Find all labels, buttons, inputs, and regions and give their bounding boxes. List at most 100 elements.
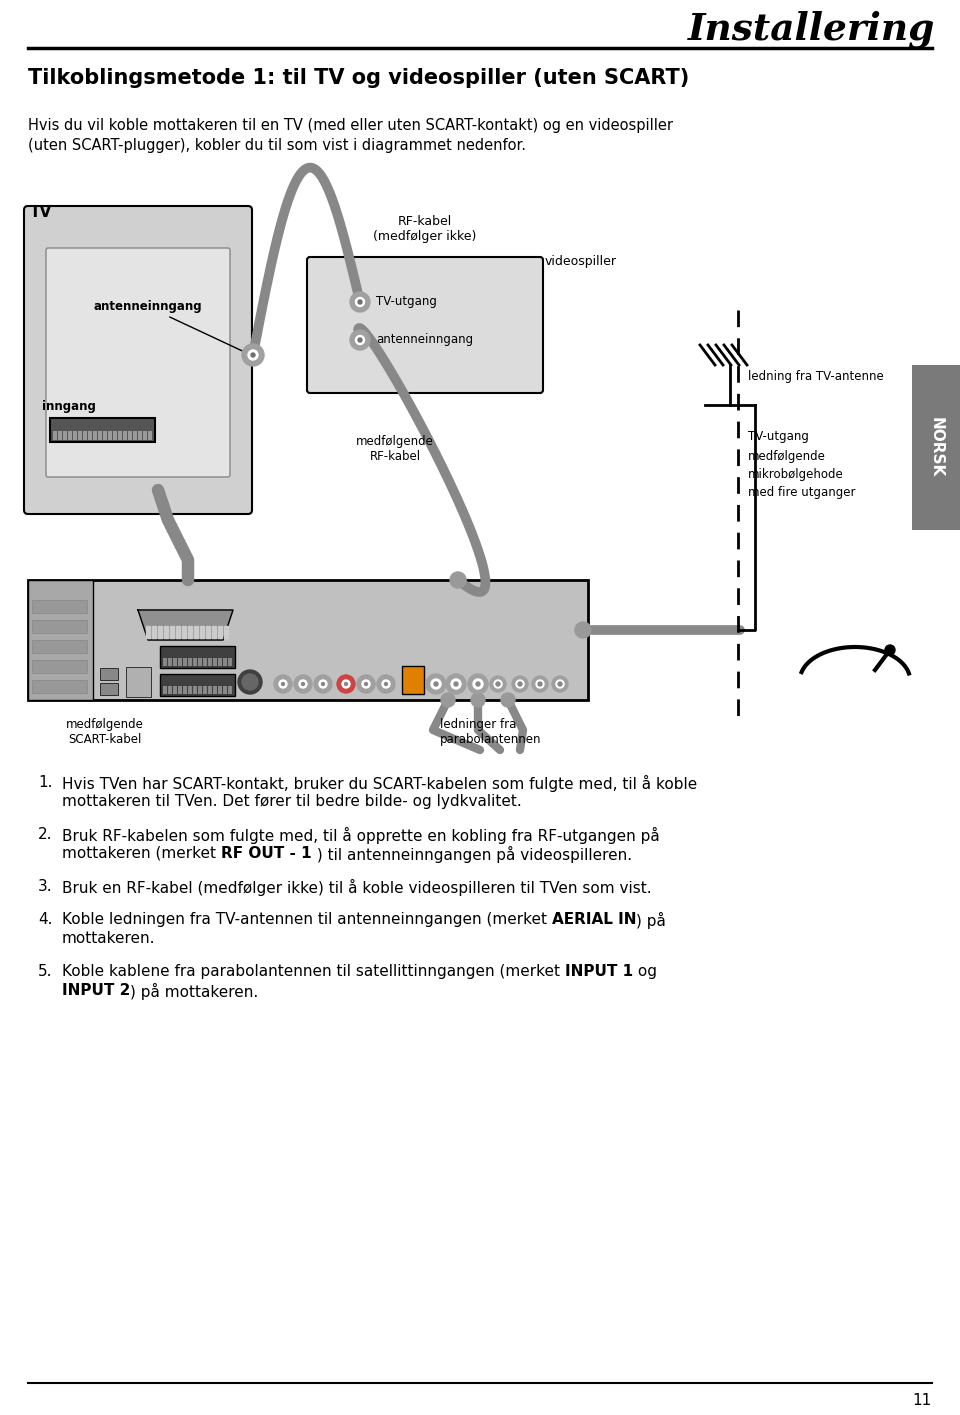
Circle shape	[575, 623, 591, 638]
Bar	[218, 686, 222, 693]
Circle shape	[355, 335, 365, 344]
Circle shape	[434, 682, 438, 686]
Circle shape	[352, 333, 368, 348]
Text: 5.: 5.	[38, 964, 53, 979]
Bar	[160, 647, 235, 668]
Bar	[128, 432, 132, 440]
Text: 1.: 1.	[38, 775, 53, 790]
Circle shape	[365, 682, 368, 685]
Circle shape	[450, 572, 466, 589]
Circle shape	[512, 676, 528, 692]
Circle shape	[301, 682, 304, 685]
Text: Koble kablene fra parabolantennen til satellittinngangen (merket: Koble kablene fra parabolantennen til sa…	[62, 964, 564, 979]
Bar	[100, 668, 118, 681]
Text: og: og	[633, 964, 657, 979]
Bar	[208, 686, 211, 693]
Bar	[58, 432, 61, 440]
Text: TV-utgang: TV-utgang	[376, 294, 437, 308]
Circle shape	[501, 693, 515, 708]
Text: Koble ledningen fra TV-antennen til antenneinngangen (merket: Koble ledningen fra TV-antennen til ante…	[62, 913, 552, 927]
FancyBboxPatch shape	[24, 207, 252, 514]
Circle shape	[342, 681, 350, 688]
Bar	[133, 432, 136, 440]
Text: ledninger fra: ledninger fra	[440, 717, 516, 732]
Circle shape	[496, 682, 500, 686]
Circle shape	[426, 674, 446, 693]
Bar	[188, 625, 192, 638]
Bar	[113, 432, 116, 440]
Text: RF OUT - 1: RF OUT - 1	[221, 846, 311, 860]
Bar	[228, 658, 231, 666]
Bar	[148, 432, 152, 440]
Bar	[200, 625, 204, 638]
Circle shape	[350, 291, 370, 311]
Bar	[152, 625, 156, 638]
Text: mottakeren til TVen. Det fører til bedre bilde- og lydkvalitet.: mottakeren til TVen. Det fører til bedre…	[62, 794, 521, 809]
Bar	[78, 432, 82, 440]
Text: medfølgende: medfølgende	[356, 434, 434, 449]
Bar	[213, 658, 217, 666]
Text: (medfølger ikke): (medfølger ikke)	[373, 231, 477, 243]
Bar	[193, 686, 197, 693]
Bar	[188, 686, 191, 693]
Circle shape	[337, 675, 355, 693]
Circle shape	[281, 682, 284, 685]
Bar	[32, 640, 87, 652]
Text: medfølgende: medfølgende	[748, 450, 826, 463]
Bar	[183, 658, 186, 666]
Text: 11: 11	[913, 1392, 932, 1408]
Circle shape	[377, 675, 395, 693]
Circle shape	[536, 681, 544, 688]
Bar	[73, 432, 77, 440]
Text: mottakeren.: mottakeren.	[62, 931, 156, 947]
Text: Hvis du vil koble mottakeren til en TV (med eller uten SCART-kontakt) og en vide: Hvis du vil koble mottakeren til en TV (…	[28, 117, 673, 133]
Bar	[108, 432, 111, 440]
Bar	[178, 658, 181, 666]
Bar	[402, 666, 424, 693]
Text: ) til antenneinngangen på videospilleren.: ) til antenneinngangen på videospilleren…	[311, 846, 632, 863]
Circle shape	[468, 674, 488, 693]
Bar	[228, 686, 231, 693]
Bar	[212, 625, 216, 638]
Circle shape	[352, 294, 368, 310]
Bar	[206, 625, 210, 638]
Circle shape	[294, 675, 312, 693]
Text: 4.: 4.	[38, 913, 53, 927]
Circle shape	[357, 675, 375, 693]
Text: antenneinngang: antenneinngang	[93, 300, 249, 354]
Circle shape	[362, 681, 370, 688]
Text: Bruk RF-kabelen som fulgte med, til å opprette en kobling fra RF-utgangen på: Bruk RF-kabelen som fulgte med, til å op…	[62, 826, 660, 843]
Text: ledning fra TV-antenne: ledning fra TV-antenne	[748, 369, 884, 383]
Bar	[223, 686, 227, 693]
Bar	[168, 686, 172, 693]
Bar	[63, 432, 66, 440]
Bar	[118, 432, 122, 440]
Text: SCART-kabel: SCART-kabel	[68, 733, 142, 746]
Bar	[164, 625, 168, 638]
Bar	[98, 432, 102, 440]
Bar	[93, 432, 97, 440]
Circle shape	[538, 682, 542, 686]
Bar	[88, 432, 91, 440]
Circle shape	[516, 681, 524, 688]
Circle shape	[242, 344, 264, 366]
Circle shape	[358, 300, 362, 304]
Bar	[218, 658, 222, 666]
Bar	[83, 432, 86, 440]
Text: 3.: 3.	[38, 879, 53, 894]
Text: NORSK: NORSK	[928, 417, 944, 477]
Circle shape	[558, 682, 562, 686]
Bar	[213, 686, 217, 693]
Circle shape	[532, 676, 548, 692]
Bar	[170, 625, 174, 638]
Bar	[28, 580, 93, 700]
Text: medfølgende: medfølgende	[66, 717, 144, 732]
Bar	[203, 658, 206, 666]
Text: ) på: ) på	[636, 913, 666, 930]
Text: antenneinngang: antenneinngang	[376, 333, 473, 347]
Circle shape	[245, 347, 261, 364]
Circle shape	[299, 681, 307, 688]
Text: (uten SCART-plugger), kobler du til som vist i diagrammet nedenfor.: (uten SCART-plugger), kobler du til som …	[28, 139, 526, 153]
Bar	[138, 432, 141, 440]
Circle shape	[454, 682, 458, 686]
